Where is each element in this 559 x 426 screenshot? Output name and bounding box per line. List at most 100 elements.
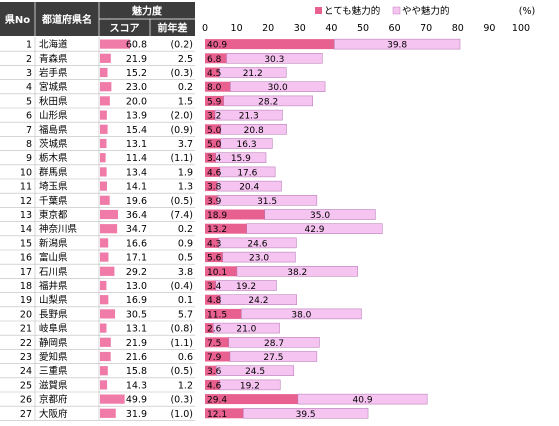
data-label-somewhat: 19.2 bbox=[236, 282, 256, 292]
x-tick-label: 70 bbox=[420, 23, 432, 34]
row-number: 8 bbox=[26, 139, 32, 150]
score-bar bbox=[100, 224, 118, 234]
diff-value: (7.4) bbox=[170, 210, 193, 221]
bar-very-attractive bbox=[205, 124, 221, 135]
data-label-somewhat: 24.5 bbox=[245, 367, 265, 377]
header-no-cell bbox=[0, 2, 35, 36]
prefecture-name: 岐阜県 bbox=[39, 323, 68, 335]
table-row: 23 愛知県 21.6 0.6 7.9 27.5 bbox=[0, 351, 318, 364]
prefecture-name: 福井県 bbox=[39, 280, 68, 292]
data-label-somewhat: 17.6 bbox=[237, 168, 257, 178]
data-label-somewhat: 21.2 bbox=[243, 69, 263, 79]
bar-very-attractive bbox=[205, 379, 220, 390]
bar-somewhat-attractive bbox=[220, 124, 287, 135]
table-row: 1 北海道 60.8 (0.2) 40.9 39.8 bbox=[0, 39, 461, 52]
bar-very-attractive bbox=[205, 252, 223, 263]
bar-somewhat-attractive bbox=[219, 166, 276, 178]
table-row: 7 福島県 15.4 (0.9) 5.0 20.8 bbox=[0, 124, 287, 137]
data-label-somewhat: 24.2 bbox=[248, 296, 268, 306]
row-number: 17 bbox=[20, 267, 32, 278]
data-label-very: 8.0 bbox=[207, 83, 222, 93]
bar-somewhat-attractive bbox=[297, 393, 428, 405]
score-bar bbox=[100, 67, 108, 78]
data-label-somewhat: 40.9 bbox=[353, 396, 373, 406]
data-label-somewhat: 38.2 bbox=[287, 268, 307, 278]
score-value: 13.1 bbox=[126, 324, 147, 335]
score-bar bbox=[100, 323, 107, 333]
score-value: 15.4 bbox=[126, 125, 147, 136]
data-label-very: 4.3 bbox=[207, 239, 221, 249]
bar-somewhat-attractive bbox=[218, 67, 287, 78]
score-value: 17.1 bbox=[126, 253, 147, 264]
data-label-very: 13.2 bbox=[207, 225, 227, 235]
table-row: 20 長野県 30.5 5.7 11.5 38.0 bbox=[0, 308, 362, 322]
bar-very-attractive bbox=[205, 237, 219, 248]
score-bar bbox=[100, 280, 107, 291]
bar-somewhat-attractive bbox=[223, 95, 314, 107]
prefecture-name: 宮城県 bbox=[39, 81, 68, 93]
row-number: 15 bbox=[20, 238, 32, 249]
bar-very-attractive bbox=[205, 337, 229, 348]
prefecture-name: 山形県 bbox=[39, 110, 68, 122]
bar-very-attractive bbox=[205, 67, 220, 78]
score-value: 60.8 bbox=[126, 40, 147, 51]
bar-very-attractive bbox=[205, 138, 221, 149]
bar-very-attractive bbox=[205, 181, 218, 192]
score-bar bbox=[100, 394, 125, 404]
data-label-somewhat: 38.0 bbox=[291, 310, 311, 320]
diff-value: 3.8 bbox=[178, 267, 193, 278]
header-score: スコア bbox=[110, 23, 140, 35]
data-label-somewhat: 30.0 bbox=[268, 83, 288, 93]
data-label-very: 4.6 bbox=[207, 381, 222, 391]
bar-somewhat-attractive bbox=[236, 266, 358, 277]
legend-label-somewhat: やや魅力的 bbox=[402, 5, 450, 17]
table-row: 6 山形県 13.9 (2.0) 3.2 21.3 bbox=[0, 110, 283, 123]
bar-very-attractive bbox=[205, 365, 217, 376]
table-row: 4 宮城県 23.0 0.2 8.0 30.0 bbox=[0, 81, 326, 95]
prefecture-name: 埼玉県 bbox=[39, 181, 68, 193]
diff-value: 1.5 bbox=[178, 96, 193, 107]
table-row: 2 青森県 21.9 2.5 6.8 30.3 bbox=[0, 53, 323, 66]
prefecture-name: 新潟県 bbox=[39, 237, 68, 249]
x-tick-label: 10 bbox=[231, 23, 243, 34]
table-row: 12 千葉県 19.6 (0.5) 3.9 31.5 bbox=[0, 195, 318, 208]
row-number: 24 bbox=[20, 366, 32, 377]
table-row: 18 福井県 13.0 (0.4) 3.4 19.2 bbox=[0, 280, 277, 293]
header-name-cell bbox=[35, 2, 99, 36]
data-label-very: 4.5 bbox=[207, 69, 221, 79]
legend-label-very: とても魅力的 bbox=[324, 5, 380, 17]
data-label-very: 4.8 bbox=[207, 296, 222, 306]
bar-somewhat-attractive bbox=[229, 351, 318, 362]
diff-value: (0.2) bbox=[170, 40, 193, 51]
score-value: 15.8 bbox=[126, 366, 147, 377]
row-number: 13 bbox=[20, 210, 32, 221]
table-row: 10 群馬県 13.4 1.9 4.6 17.6 bbox=[0, 166, 276, 180]
data-label-very: 40.9 bbox=[207, 41, 227, 51]
diff-value: (0.8) bbox=[170, 324, 193, 335]
row-number: 22 bbox=[20, 338, 32, 349]
data-label-somewhat: 21.0 bbox=[236, 325, 256, 335]
x-tick-label: 50 bbox=[357, 23, 369, 34]
bar-very-attractive bbox=[205, 209, 265, 220]
diff-value: 2.5 bbox=[178, 54, 193, 65]
table-row: 24 三重県 15.8 (0.5) 3.6 24.5 bbox=[0, 365, 295, 379]
bar-somewhat-attractive bbox=[219, 294, 297, 305]
row-number: 20 bbox=[20, 309, 32, 320]
score-value: 21.9 bbox=[126, 338, 147, 349]
diff-value: (0.3) bbox=[170, 68, 193, 79]
prefecture-name: 愛知県 bbox=[39, 351, 68, 363]
data-label-somewhat: 20.4 bbox=[239, 183, 259, 193]
score-value: 31.9 bbox=[126, 409, 147, 420]
table-row: 8 茨城県 13.1 3.7 5.0 16.3 bbox=[0, 138, 273, 151]
bar-very-attractive bbox=[205, 308, 242, 319]
prefecture-name: 大阪府 bbox=[39, 408, 68, 420]
table-row: 14 神奈川県 34.7 0.2 13.2 42.9 bbox=[0, 223, 383, 237]
diff-value: 1.3 bbox=[178, 182, 193, 193]
score-value: 14.1 bbox=[126, 182, 147, 193]
row-number: 3 bbox=[26, 68, 32, 79]
table-row: 16 富山県 17.1 0.5 5.6 23.0 bbox=[0, 252, 296, 265]
prefecture-name: 三重県 bbox=[39, 365, 68, 377]
row-number: 9 bbox=[26, 153, 32, 164]
score-value: 13.9 bbox=[126, 111, 147, 122]
